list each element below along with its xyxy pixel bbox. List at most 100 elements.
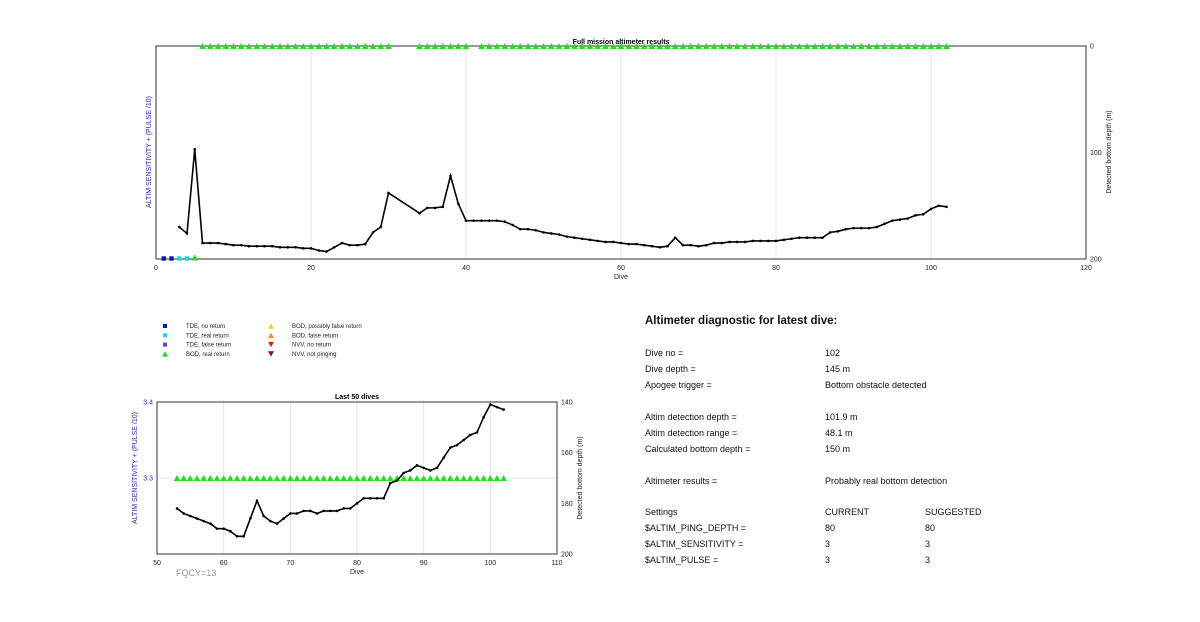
bottom-apogee-marker xyxy=(500,475,507,481)
top-depth-point xyxy=(759,239,762,243)
top-apogee-marker xyxy=(919,43,927,49)
top-depth-point xyxy=(937,204,941,208)
top-depth-point xyxy=(565,235,569,238)
top-chart-right-ylabel: Detected bottom depth (m) xyxy=(1106,110,1113,193)
bottom-apogee-marker xyxy=(360,475,367,481)
bottom-apogee-marker xyxy=(427,475,434,481)
legend-marker xyxy=(268,341,274,348)
bottom-depth-point xyxy=(422,466,425,470)
bottom-apogee-marker xyxy=(173,475,181,481)
legend-label: TDE, no return xyxy=(186,324,225,330)
bottom-apogee-marker xyxy=(280,475,287,481)
top-tde-marker xyxy=(161,256,166,261)
top-apogee-marker xyxy=(702,43,710,49)
top-apogee-marker xyxy=(338,43,346,49)
bottom-depth-point xyxy=(415,464,419,467)
bottom-depth-point xyxy=(242,534,245,538)
top-depth-point xyxy=(611,240,615,244)
top-depth-point xyxy=(356,243,359,247)
bottom-depth-point xyxy=(495,405,499,409)
top-apogee-marker xyxy=(772,43,780,49)
bottom-depth-point xyxy=(369,496,372,500)
top-x-tick-label: 120 xyxy=(1080,265,1092,272)
setting-current-sensitivity: 3 xyxy=(825,539,831,549)
bottom-apogee-marker xyxy=(380,475,387,481)
top-depth-point xyxy=(604,240,607,244)
top-apogee-marker xyxy=(199,43,206,49)
top-apogee-marker xyxy=(664,43,671,49)
bottom-depth-point xyxy=(449,446,452,449)
bottom-x-tick-label: 60 xyxy=(220,560,228,567)
top-depth-point xyxy=(712,241,716,245)
bottom-apogee-marker xyxy=(187,475,194,481)
bottom-chart-frame xyxy=(156,401,558,555)
bottom-apogee-marker xyxy=(207,475,214,481)
top-depth-point xyxy=(735,240,739,244)
top-apogee-marker xyxy=(679,43,687,49)
top-apogee-marker xyxy=(904,43,912,49)
top-depth-point xyxy=(673,236,677,239)
top-depth-point xyxy=(208,241,212,245)
top-apogee-marker xyxy=(547,43,555,49)
bottom-apogee-marker xyxy=(447,475,454,481)
top-x-tick-label: 80 xyxy=(772,265,780,272)
bottom-depth-point xyxy=(402,471,405,475)
top-depth-point xyxy=(658,245,662,249)
bottom-depth-point xyxy=(475,431,479,434)
top-apogee-marker xyxy=(385,43,392,49)
bottom-chart-depth-series xyxy=(175,403,505,538)
bottom-depth-point xyxy=(309,509,312,513)
bottom-apogee-marker xyxy=(227,475,234,481)
top-apogee-marker xyxy=(555,43,563,49)
top-chart-title: Full mission altimeter results xyxy=(573,39,670,46)
top-apogee-marker xyxy=(571,43,578,49)
bottom-depth-point xyxy=(375,496,379,500)
legend-label: TDE, false return xyxy=(186,343,231,349)
setting-label-ping-depth: $ALTIM_PING_DEPTH = xyxy=(645,523,747,533)
top-apogee-marker xyxy=(873,43,881,49)
top-apogee-marker xyxy=(764,43,772,49)
setting-suggested-pulse: 3 xyxy=(925,555,931,565)
bottom-depth-point xyxy=(429,469,432,472)
bottom-depth-point xyxy=(275,522,279,525)
bottom-depth-point xyxy=(302,509,305,513)
legend-label: BOD, false return xyxy=(292,333,338,339)
bottom-depth-point xyxy=(482,415,485,419)
diag-value-dive-depth: 145 m xyxy=(825,364,851,374)
top-apogee-marker xyxy=(346,43,354,49)
legend-label: TDE, real return xyxy=(186,333,229,339)
top-depth-point xyxy=(883,222,886,226)
top-depth-point xyxy=(875,225,879,229)
top-apogee-marker xyxy=(369,43,377,49)
top-depth-point xyxy=(650,244,654,248)
top-x-tick-label: 40 xyxy=(462,265,470,272)
settings-header-suggested: SUGGESTED xyxy=(925,507,982,517)
top-depth-point xyxy=(433,206,437,210)
top-chart-tde-markers xyxy=(161,254,199,261)
top-apogee-marker xyxy=(377,43,385,49)
setting-current-ping-depth: 80 xyxy=(825,523,836,533)
top-depth-point xyxy=(193,148,197,151)
top-depth-point xyxy=(821,236,824,239)
top-x-tick-label: 100 xyxy=(925,265,937,272)
bottom-depth-point xyxy=(395,479,399,482)
bottom-depth-point xyxy=(389,481,392,485)
top-depth-point xyxy=(588,238,592,242)
top-depth-point xyxy=(340,241,344,245)
top-depth-point xyxy=(216,241,220,245)
diag-label-dive-no: Dive no = xyxy=(645,348,684,358)
top-apogee-marker xyxy=(323,43,330,49)
top-depth-point xyxy=(852,226,855,230)
diag-label-apogee-trigger: Apogee trigger = xyxy=(645,380,712,390)
top-depth-point xyxy=(836,230,840,233)
top-apogee-marker xyxy=(416,43,423,49)
bottom-chart-xlabel: Dive xyxy=(350,569,364,576)
top-apogee-marker xyxy=(253,43,261,49)
bottom-depth-point xyxy=(442,456,445,460)
bottom-depth-point xyxy=(195,517,199,520)
bottom-depth-point xyxy=(502,408,505,411)
bottom-depth-line xyxy=(176,403,504,538)
top-apogee-marker xyxy=(826,43,834,49)
top-depth-point xyxy=(774,239,778,243)
